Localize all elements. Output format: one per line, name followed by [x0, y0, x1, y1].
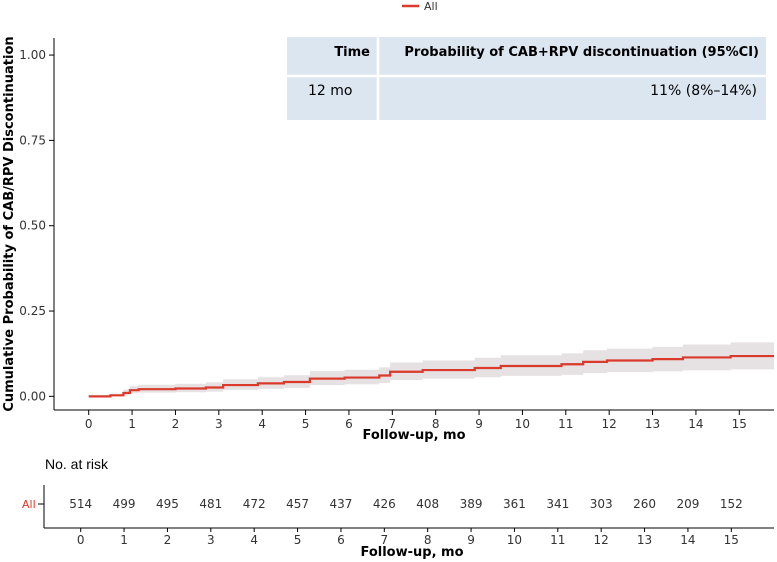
- risk-x-tick-label: 14: [680, 533, 695, 547]
- y-tick-label: 0.75: [19, 133, 46, 147]
- risk-count: 341: [546, 497, 569, 511]
- risk-x-tick-label: 4: [250, 533, 258, 547]
- risk-count: 499: [113, 497, 136, 511]
- risk-count: 437: [329, 497, 352, 511]
- y-tick-label: 1.00: [19, 48, 46, 62]
- inset-table-cell-time: 12 mo: [308, 83, 352, 99]
- risk-table-values: 514 499 495 481 472 457 437 426 408 389 361 341 303 2…: [69, 497, 743, 511]
- x-tick-label: 12: [602, 417, 617, 431]
- risk-count: 408: [416, 497, 439, 511]
- x-ticks: 0 1 2 3 4 5 6 7 8 9 10 11 12 13 14 15: [85, 410, 747, 431]
- risk-count: 209: [676, 497, 699, 511]
- y-ticks: 0.00 0.25 0.50 0.75 1.00: [19, 48, 54, 403]
- x-tick-label: 10: [515, 417, 530, 431]
- risk-count: 457: [286, 497, 309, 511]
- risk-x-tick-label: 10: [507, 533, 522, 547]
- risk-table: No. at risk All 514 499 495 481 472 457 437 426…: [22, 456, 774, 560]
- x-tick-label: 6: [345, 417, 353, 431]
- risk-table-x-title: Follow-up, mo: [360, 545, 463, 560]
- risk-x-tick-label: 3: [207, 533, 215, 547]
- y-tick-label: 0.00: [19, 389, 46, 403]
- risk-count: 303: [590, 497, 613, 511]
- risk-count: 472: [243, 497, 266, 511]
- risk-x-tick-label: 11: [550, 533, 565, 547]
- risk-table-group-label: All: [22, 498, 36, 511]
- risk-count: 514: [69, 497, 92, 511]
- y-tick-label: 0.50: [19, 219, 46, 233]
- curve-layer: [88, 354, 774, 398]
- x-tick-label: 9: [475, 417, 483, 431]
- legend-label-all: All: [424, 0, 438, 13]
- risk-x-tick-label: 7: [380, 533, 388, 547]
- x-tick-label: 13: [645, 417, 660, 431]
- risk-table-title: No. at risk: [45, 456, 109, 472]
- risk-x-tick-label: 6: [337, 533, 345, 547]
- inset-table-header-prob: Probability of CAB+RPV discontinuation (…: [404, 45, 759, 60]
- inset-table-bg: [287, 37, 766, 120]
- x-tick-label: 2: [172, 417, 180, 431]
- risk-count: 152: [720, 497, 743, 511]
- x-tick-label: 0: [85, 417, 93, 431]
- risk-x-tick-label: 15: [724, 533, 739, 547]
- y-tick-label: 0.25: [19, 304, 46, 318]
- x-tick-label: 7: [388, 417, 396, 431]
- risk-x-tick-label: 13: [637, 533, 652, 547]
- inset-table: Time Probability of CAB+RPV discontinuat…: [287, 37, 766, 120]
- risk-table-x-ticks: 0 1 2 3 4 5 6 7 8 9 10 11 12 13 14 15: [77, 528, 739, 547]
- risk-count: 481: [199, 497, 222, 511]
- inset-table-cell-prob: 11% (8%–14%): [650, 83, 757, 99]
- risk-x-tick-label: 12: [594, 533, 609, 547]
- legend: All: [402, 0, 438, 13]
- risk-x-tick-label: 9: [467, 533, 475, 547]
- y-axis-title: Cumulative Probability of CAB/RPV Discon…: [2, 36, 17, 411]
- km-curve-all: [88, 354, 774, 398]
- x-axis-title: Follow-up, mo: [362, 428, 465, 443]
- x-tick-label: 11: [558, 417, 573, 431]
- x-tick-label: 3: [215, 417, 223, 431]
- inset-table-header-time: Time: [334, 45, 370, 60]
- x-tick-label: 1: [128, 417, 136, 431]
- risk-count: 426: [373, 497, 396, 511]
- x-tick-label: 4: [258, 417, 266, 431]
- risk-x-tick-label: 5: [294, 533, 302, 547]
- risk-count: 389: [460, 497, 483, 511]
- risk-x-tick-label: 1: [120, 533, 128, 547]
- risk-x-tick-label: 8: [424, 533, 432, 547]
- risk-count: 361: [503, 497, 526, 511]
- risk-count: 260: [633, 497, 656, 511]
- risk-x-tick-label: 0: [77, 533, 85, 547]
- x-tick-label: 15: [732, 417, 747, 431]
- x-tick-label: 14: [688, 417, 703, 431]
- x-tick-label: 8: [432, 417, 440, 431]
- risk-count: 495: [156, 497, 179, 511]
- risk-x-tick-label: 2: [164, 533, 172, 547]
- x-tick-label: 5: [302, 417, 310, 431]
